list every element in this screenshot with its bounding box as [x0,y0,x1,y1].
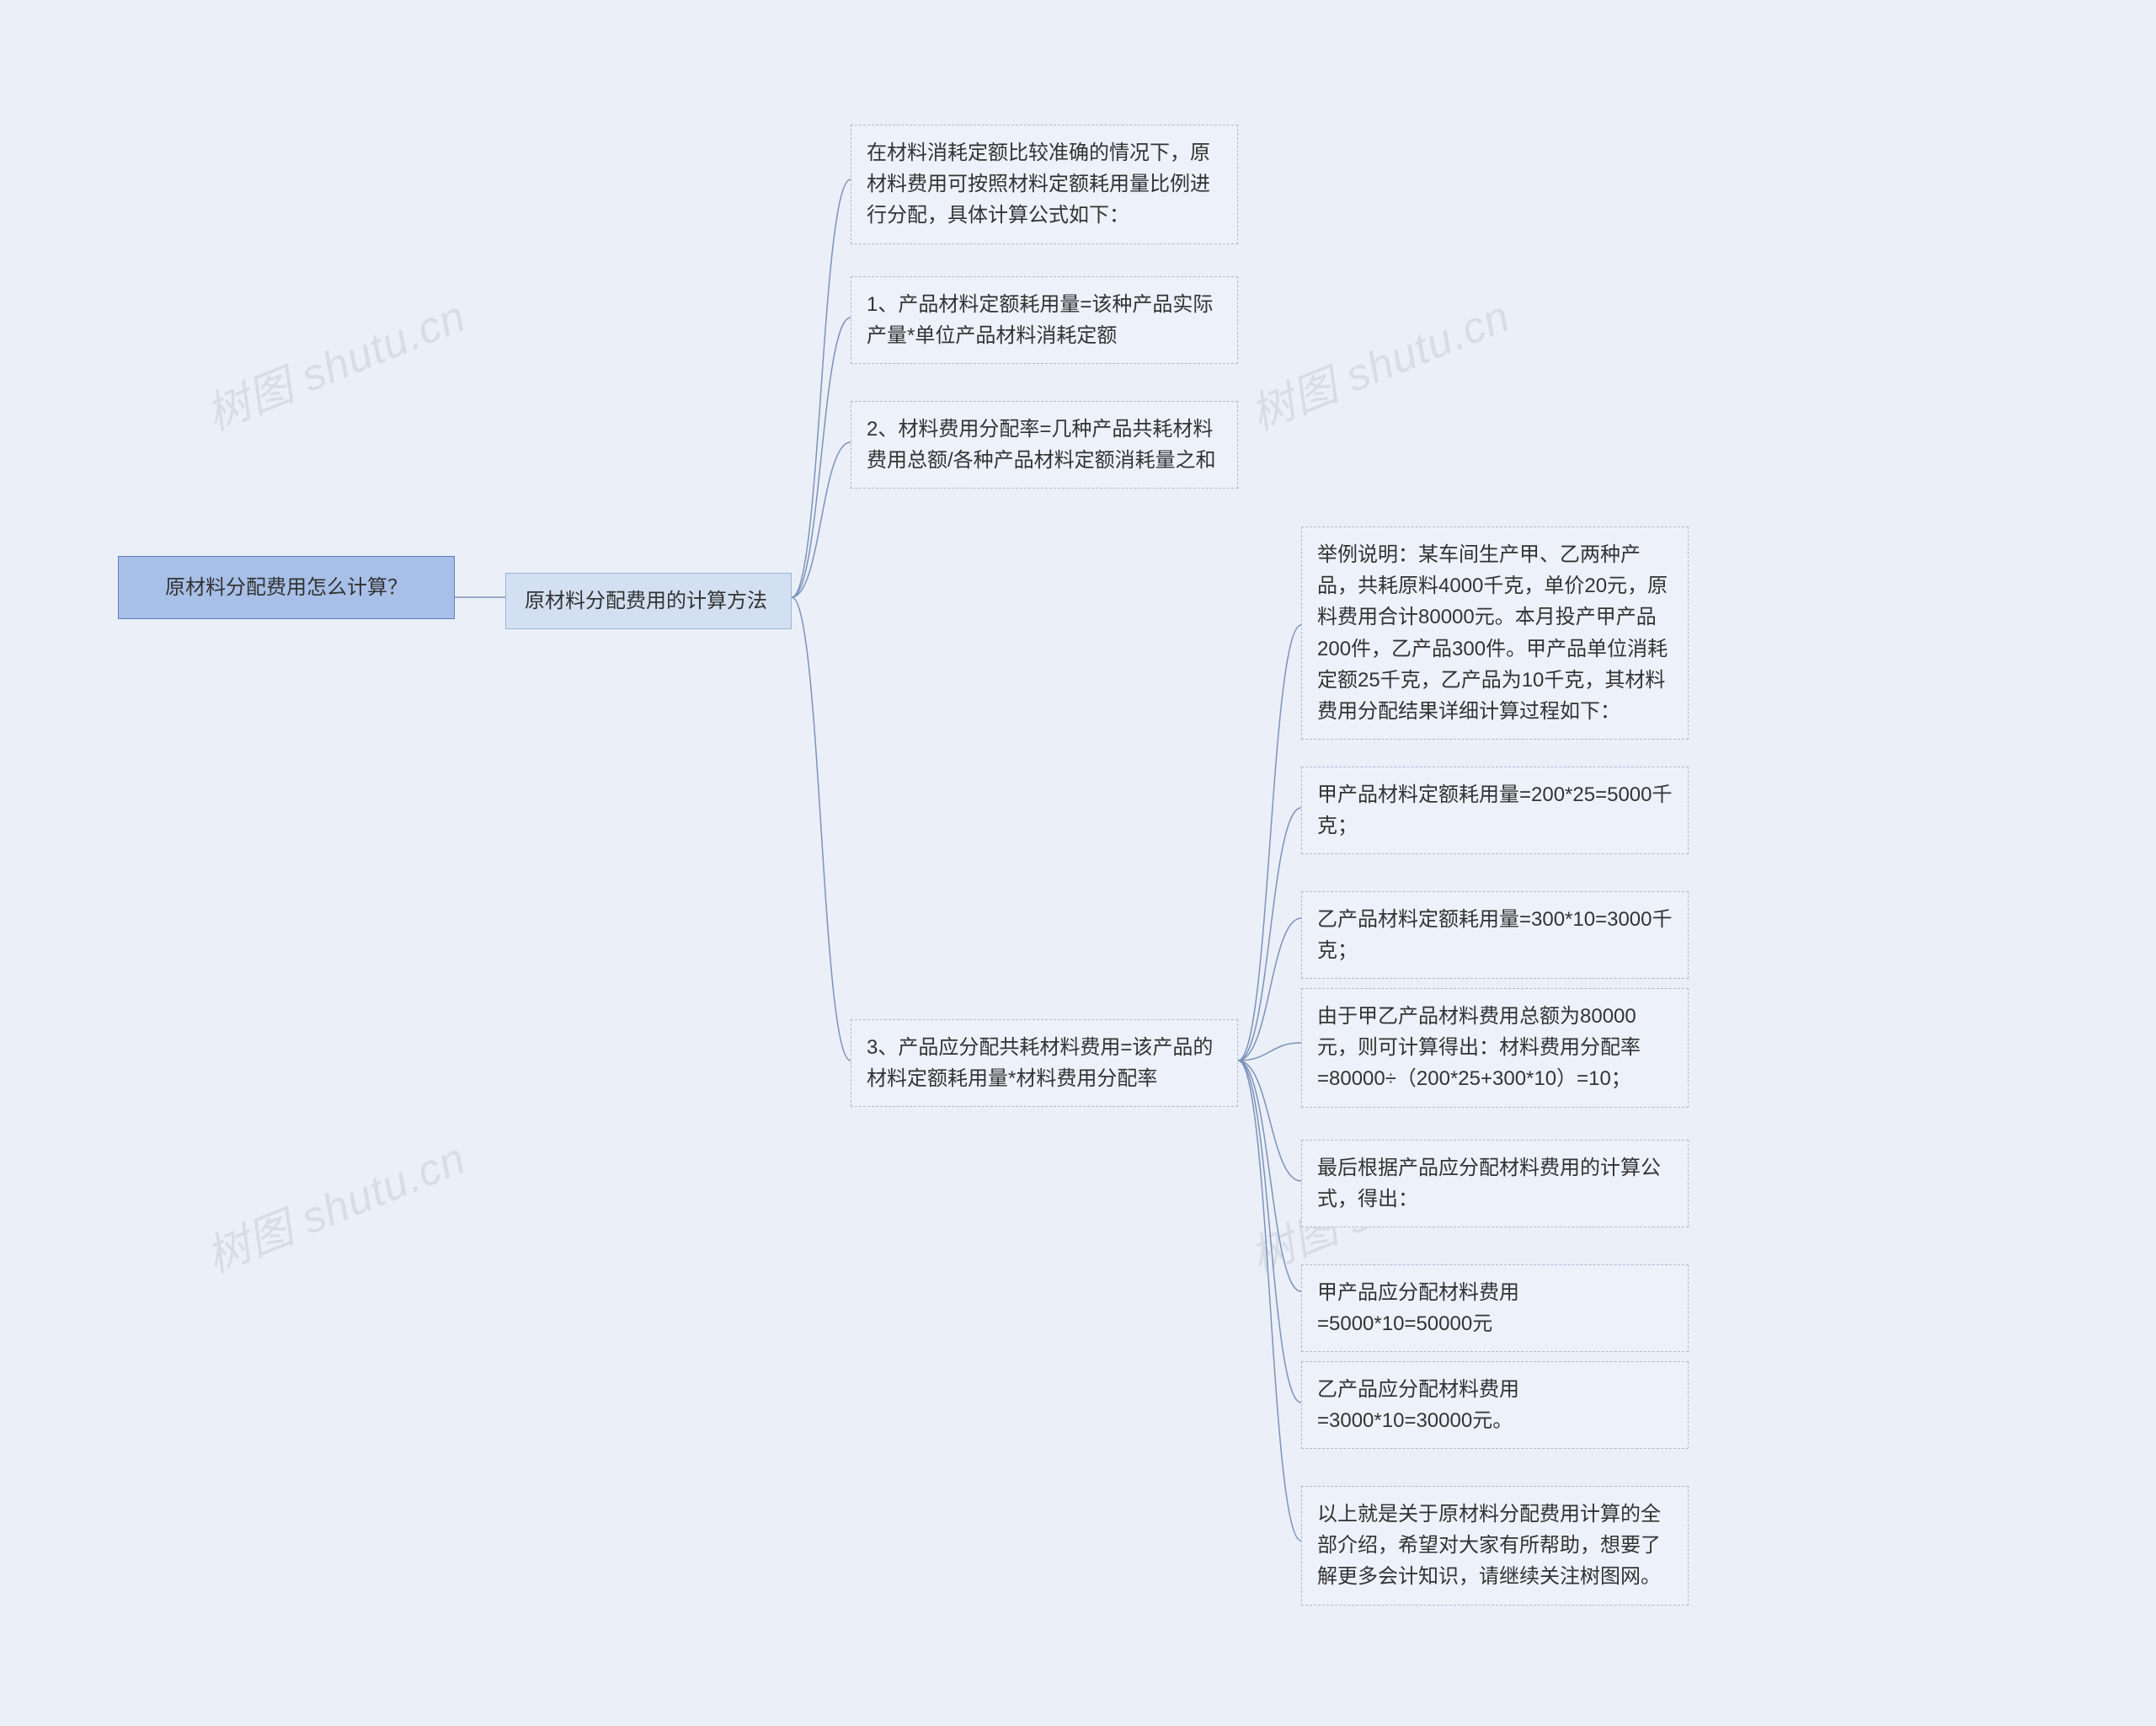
level3-node: 2、材料费用分配率=几种产品共耗材料费用总额/各种产品材料定额消耗量之和 [851,401,1238,489]
level4-node: 由于甲乙产品材料费用总额为80000元，则可计算得出：材料费用分配率=80000… [1301,988,1689,1108]
level2-node: 原材料分配费用的计算方法 [505,573,792,629]
leaf-text: 以上就是关于原材料分配费用计算的全部介绍，希望对大家有所帮助，想要了解更多会计知… [1317,1503,1661,1588]
root-node: 原材料分配费用怎么计算？ [118,556,455,619]
leaf-text: 乙产品材料定额耗用量=300*10=3000千克； [1317,908,1673,962]
leaf-text: 3、产品应分配共耗材料费用=该产品的材料定额耗用量*材料费用分配率 [867,1036,1213,1090]
level4-node: 举例说明：某车间生产甲、乙两种产品，共耗原料4000千克，单价20元，原料费用合… [1301,526,1689,740]
leaf-text: 1、产品材料定额耗用量=该种产品实际产量*单位产品材料消耗定额 [867,293,1213,347]
root-text: 原材料分配费用怎么计算？ [165,576,408,599]
level3-node: 1、产品材料定额耗用量=该种产品实际产量*单位产品材料消耗定额 [851,276,1238,364]
leaf-text: 甲产品应分配材料费用=5000*10=50000元 [1317,1281,1519,1335]
leaf-text: 甲产品材料定额耗用量=200*25=5000千克； [1317,783,1673,837]
leaf-text: 在材料消耗定额比较准确的情况下，原材料费用可按照材料定额耗用量比例进行分配，具体… [867,142,1210,227]
watermark: 树图 shutu.cn [195,281,473,442]
leaf-text: 举例说明：某车间生产甲、乙两种产品，共耗原料4000千克，单价20元，原料费用合… [1317,543,1668,723]
watermark: 树图 shutu.cn [195,1123,473,1285]
leaf-text: 2、材料费用分配率=几种产品共耗材料费用总额/各种产品材料定额消耗量之和 [867,418,1216,472]
level4-node: 最后根据产品应分配材料费用的计算公式，得出： [1301,1140,1689,1227]
level4-node: 乙产品材料定额耗用量=300*10=3000千克； [1301,891,1689,979]
leaf-text: 由于甲乙产品材料费用总额为80000元，则可计算得出：材料费用分配率=80000… [1317,1005,1641,1090]
level4-node: 以上就是关于原材料分配费用计算的全部介绍，希望对大家有所帮助，想要了解更多会计知… [1301,1486,1689,1606]
level2-text: 原材料分配费用的计算方法 [525,590,767,612]
leaf-text: 最后根据产品应分配材料费用的计算公式，得出： [1317,1157,1661,1210]
watermark: 树图 shutu.cn [1240,281,1518,442]
leaf-text: 乙产品应分配材料费用=3000*10=30000元。 [1317,1378,1519,1432]
level3-node: 在材料消耗定额比较准确的情况下，原材料费用可按照材料定额耗用量比例进行分配，具体… [851,125,1238,244]
level4-node: 乙产品应分配材料费用=3000*10=30000元。 [1301,1361,1689,1449]
connector-layer [0,0,2156,1726]
level3-node: 3、产品应分配共耗材料费用=该产品的材料定额耗用量*材料费用分配率 [851,1019,1238,1107]
level4-node: 甲产品材料定额耗用量=200*25=5000千克； [1301,767,1689,854]
level4-node: 甲产品应分配材料费用=5000*10=50000元 [1301,1264,1689,1352]
